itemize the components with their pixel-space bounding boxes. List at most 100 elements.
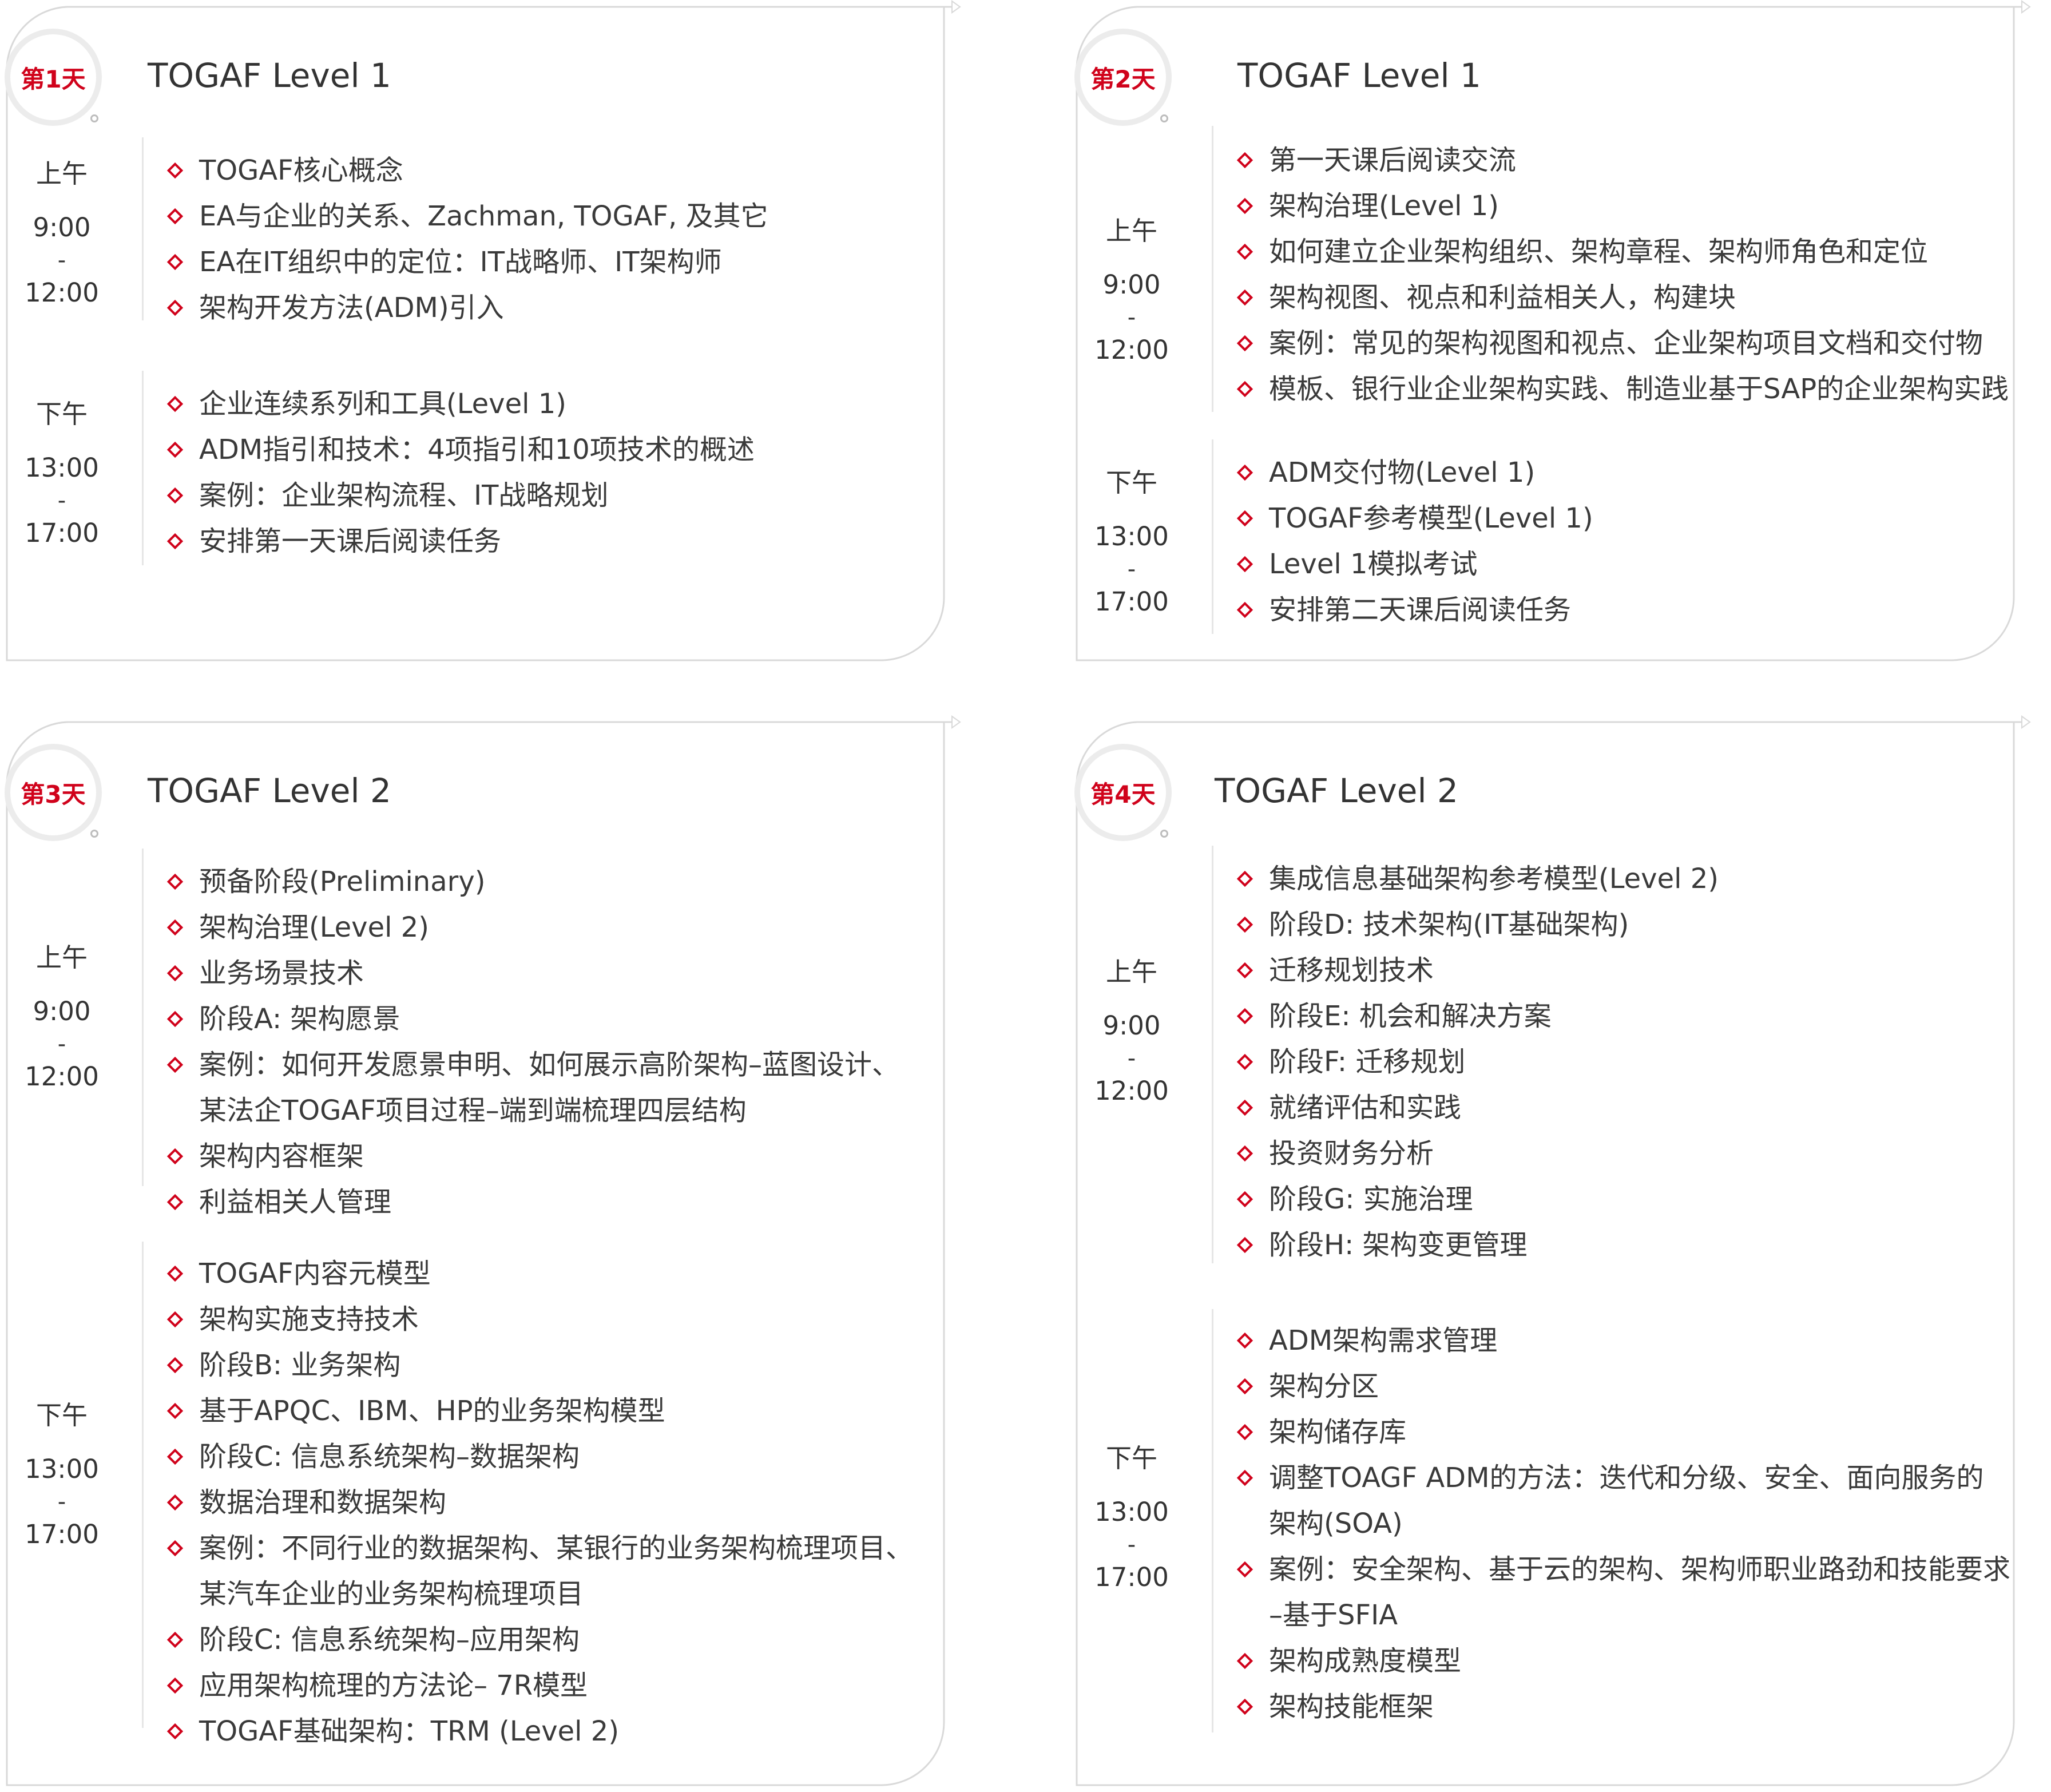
diamond-bullet-icon — [166, 395, 184, 413]
topic-text: 阶段B: 业务架构 — [199, 1349, 401, 1381]
topic-item: 案例：常见的架构视图和视点、企业架构项目文档和交付物 — [1235, 320, 2009, 366]
topic-text: –基于SFIA — [1269, 1599, 1398, 1631]
arrow-right-icon — [951, 715, 961, 729]
session-end-time: 17:00 — [1094, 586, 1169, 617]
badge-connector-dot-icon — [1160, 830, 1168, 838]
topic-text: 某法企TOGAF项目过程–端到端梳理四层结构 — [199, 1095, 747, 1127]
diamond-bullet-icon — [1236, 380, 1253, 398]
session-start-time: 13:00 — [25, 1454, 99, 1484]
diamond-bullet-icon — [1236, 1424, 1253, 1441]
diamond-bullet-icon — [1236, 510, 1253, 527]
session-start-time: 9:00 — [1102, 1010, 1161, 1041]
session-time: 下午 13:00 - 17:00 — [5, 1390, 119, 1560]
topic-text: 迁移规划技术 — [1269, 954, 1434, 986]
session-time-separator: - — [1127, 1045, 1136, 1072]
session-end-time: 12:00 — [1094, 1076, 1169, 1106]
session-period: 上午 — [1105, 957, 1157, 987]
topic-text: 架构技能框架 — [1269, 1691, 1434, 1723]
topic-item: 案例：不同行业的数据架构、某银行的业务架构梳理项目、 某汽车企业的业务架构梳理项目 — [165, 1525, 913, 1617]
session-time: 上午 9:00 - 12:00 — [5, 148, 119, 319]
session-time-separator: - — [1127, 1532, 1136, 1558]
topic-text: 数据治理和数据架构 — [199, 1486, 447, 1519]
diamond-bullet-icon — [166, 253, 184, 271]
session-start-time: 9:00 — [33, 212, 91, 243]
diamond-bullet-icon — [1236, 556, 1253, 573]
session-time: 下午 13:00 - 17:00 — [1074, 457, 1189, 628]
diamond-bullet-icon — [1236, 1561, 1253, 1578]
topic-text: 阶段D: 技术架构(IT基础架构) — [1269, 909, 1629, 941]
topic-item: EA在IT组织中的定位：IT战略师、IT架构师 — [165, 239, 768, 285]
diamond-bullet-icon — [166, 919, 184, 936]
topic-item: 阶段H: 架构变更管理 — [1235, 1222, 1719, 1268]
arrow-right-icon — [2021, 0, 2031, 14]
badge-connector-dot-icon — [90, 830, 98, 838]
diamond-bullet-icon — [1236, 1652, 1253, 1670]
topic-text: ADM指引和技术：4项指引和10项技术的概述 — [199, 434, 755, 466]
topic-text: 架构内容框架 — [199, 1140, 364, 1172]
topic-text: 就绪评估和实践 — [1269, 1092, 1462, 1124]
topic-text: 案例：常见的架构视图和视点、企业架构项目文档和交付物 — [1269, 327, 1983, 359]
topic-text: TOGAF基础架构：TRM (Level 2) — [199, 1715, 620, 1747]
topic-item: 集成信息基础架构参考模型(Level 2) — [1235, 856, 1719, 902]
diamond-bullet-icon — [1236, 464, 1253, 481]
session-time-separator: - — [1127, 556, 1136, 582]
topic-text: 第一天课后阅读交流 — [1269, 144, 1517, 176]
day-badge-label: 第2天 — [1090, 65, 1156, 93]
topic-text: 阶段F: 迁移规划 — [1269, 1046, 1466, 1078]
topic-item: 架构成熟度模型 — [1235, 1638, 2010, 1684]
topic-item: 阶段A: 架构愿景 — [165, 996, 899, 1042]
session-time: 上午 9:00 - 12:00 — [1074, 946, 1189, 1117]
topic-item: 调整TOAGF ADM的方法：迭代和分级、安全、面向服务的 架构(SOA) — [1235, 1455, 2010, 1547]
topic-list: TOGAF核心概念 EA与企业的关系、Zachman, TOGAF, 及其它 EA在… — [165, 148, 768, 331]
diamond-bullet-icon — [1236, 1378, 1253, 1395]
topic-text: 案例：企业架构流程、IT战略规划 — [199, 479, 609, 512]
diamond-bullet-icon — [1236, 1469, 1253, 1486]
topic-item: 基于APQC、IBM、HP的业务架构模型 — [165, 1388, 913, 1434]
arrow-right-icon — [951, 0, 961, 14]
session-start-time: 9:00 — [33, 996, 91, 1026]
diamond-bullet-icon — [1236, 1191, 1253, 1208]
diamond-bullet-icon — [1236, 335, 1253, 352]
diamond-bullet-icon — [166, 1677, 184, 1694]
topic-item: 架构开发方法(ADM)引入 — [165, 285, 768, 331]
session-start-time: 13:00 — [1094, 1497, 1169, 1527]
day-card: 第4天 TOGAF Level 2 上午 9:00 - 12:00 集成信息基础架构参考模型… — [1074, 715, 2031, 1787]
topic-item: 业务场景技术 — [165, 950, 899, 996]
topic-text: 架构实施支持技术 — [199, 1303, 419, 1335]
diamond-bullet-icon — [1236, 870, 1253, 887]
day-badge: 第2天 — [1074, 29, 1172, 126]
day-badge: 第4天 — [1074, 744, 1172, 841]
topic-text: 架构分区 — [1269, 1370, 1379, 1402]
session-time-separator: - — [1127, 304, 1136, 331]
session-time-separator: - — [57, 1489, 66, 1515]
diamond-bullet-icon — [1236, 243, 1253, 260]
topic-item: ADM交付物(Level 1) — [1235, 450, 1593, 495]
topic-item: 企业连续系列和工具(Level 1) — [165, 381, 755, 427]
badge-connector-dot-icon — [90, 114, 98, 122]
card-title: TOGAF Level 2 — [1215, 771, 1458, 810]
topic-item: 阶段G: 实施治理 — [1235, 1176, 1719, 1222]
session-end-time: 17:00 — [25, 518, 99, 548]
badge-connector-dot-icon — [1160, 114, 1168, 122]
topic-text: 架构治理(Level 1) — [1269, 190, 1499, 222]
session-divider — [142, 849, 144, 1186]
topic-item: ADM指引和技术：4项指引和10项技术的概述 — [165, 427, 755, 473]
session-end-time: 12:00 — [25, 1061, 99, 1092]
topic-text: EA与企业的关系、Zachman, TOGAF, 及其它 — [199, 200, 768, 232]
topic-item: 架构视图、视点和利益相关人，构建块 — [1235, 275, 2009, 320]
topic-item: 安排第一天课后阅读任务 — [165, 518, 755, 564]
diamond-bullet-icon — [166, 1010, 184, 1028]
session-divider — [142, 1242, 144, 1728]
session-time: 上午 9:00 - 12:00 — [1074, 205, 1189, 376]
diamond-bullet-icon — [166, 1448, 184, 1465]
card-title: TOGAF Level 2 — [148, 771, 391, 810]
topic-item: 案例：如何开发愿景申明、如何展示高阶架构–蓝图设计、 某法企TOGAF项目过程–端… — [165, 1042, 899, 1133]
topic-text: 集成信息基础架构参考模型(Level 2) — [1269, 863, 1719, 895]
diamond-bullet-icon — [166, 1494, 184, 1511]
session-period: 下午 — [35, 1400, 88, 1430]
card-frame — [6, 715, 961, 1786]
diamond-bullet-icon — [166, 1357, 184, 1374]
topic-text: TOGAF参考模型(Level 1) — [1269, 502, 1593, 534]
session-time-separator: - — [57, 1031, 66, 1057]
session-period: 上午 — [35, 158, 88, 189]
